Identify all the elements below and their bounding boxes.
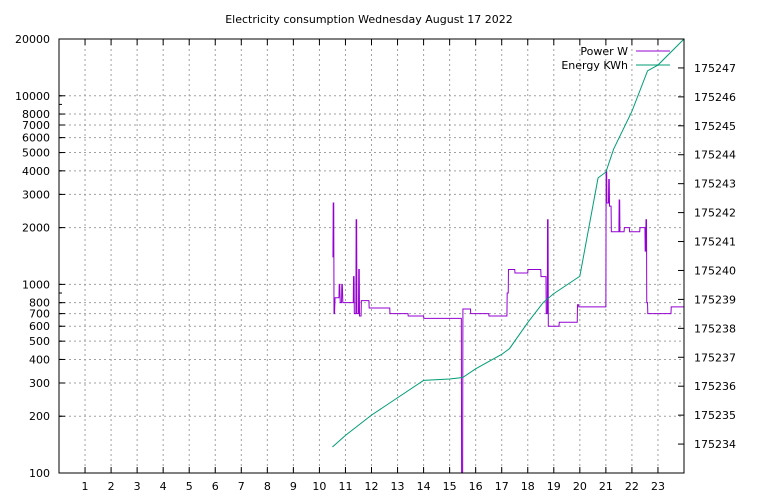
- y-right-tick-label: 175239: [694, 293, 736, 306]
- x-tick-label: 9: [290, 480, 297, 493]
- x-tick-label: 10: [312, 480, 326, 493]
- x-axis: 1 2 3 4 5 6 7 8 9 10 11 12 13 14 15 16 17 18 19 20 21 22 23: [82, 39, 665, 493]
- x-tick-label: 16: [469, 480, 483, 493]
- y-right-tick-label: 175241: [694, 236, 736, 249]
- y-left-tick-label: 800: [29, 297, 50, 310]
- y-left-tick-label: 600: [29, 320, 50, 333]
- y-left-tick-label: 3000: [22, 188, 50, 201]
- y-right-tick-label: 175244: [694, 149, 736, 162]
- legend-label-power: Power W: [580, 45, 628, 58]
- x-tick-label: 8: [264, 480, 271, 493]
- x-tick-label: 6: [212, 480, 219, 493]
- x-tick-label: 18: [521, 480, 535, 493]
- x-tick-label: 11: [338, 480, 352, 493]
- y-left-tick-label: 20000: [15, 33, 50, 46]
- y-right-tick-label: 175234: [694, 438, 736, 451]
- x-tick-label: 23: [651, 480, 665, 493]
- y-left-tick-label: 8000: [22, 108, 50, 121]
- y-right-tick-label: 175238: [694, 322, 736, 335]
- y-right-tick-label: 175235: [694, 409, 736, 422]
- y-left-tick-label: 10000: [15, 90, 50, 103]
- x-tick-label: 2: [108, 480, 115, 493]
- y-right-tick-label: 175236: [694, 380, 736, 393]
- y-left-tick-label: 500: [29, 335, 50, 348]
- x-tick-label: 3: [134, 480, 141, 493]
- x-tick-label: 20: [573, 480, 587, 493]
- y-right-tick-label: 175247: [694, 62, 736, 75]
- y-left-tick-label: 400: [29, 353, 50, 366]
- x-tick-label: 1: [82, 480, 89, 493]
- chart-title: Electricity consumption Wednesday August…: [225, 13, 513, 26]
- x-tick-label: 19: [547, 480, 561, 493]
- y-left-tick-label: 5000: [22, 147, 50, 160]
- y-right-tick-label: 175246: [694, 91, 736, 104]
- y-left-tick-label: 2000: [22, 222, 50, 235]
- grid: [59, 38, 684, 474]
- x-tick-label: 21: [599, 480, 613, 493]
- legend: Power W Energy KWh: [561, 45, 670, 72]
- power-series-line: [332, 170, 684, 473]
- legend-label-energy: Energy KWh: [561, 59, 628, 72]
- series-lines: [332, 39, 684, 473]
- x-tick-label: 17: [495, 480, 509, 493]
- x-tick-label: 4: [160, 480, 167, 493]
- y-left-tick-label: 1000: [22, 278, 50, 291]
- y-left-tick-label: 6000: [22, 132, 50, 145]
- y-left-tick-label: 300: [29, 377, 50, 390]
- x-tick-label: 13: [391, 480, 405, 493]
- x-tick-label: 7: [238, 480, 245, 493]
- y-right-tick-label: 175243: [694, 178, 736, 191]
- y-left-tick-label: 200: [29, 410, 50, 423]
- y-left-tick-label: 7000: [22, 119, 50, 132]
- energy-series-line: [332, 39, 684, 448]
- y-left-tick-label: 700: [29, 308, 50, 321]
- y-right-tick-label: 175240: [694, 264, 736, 277]
- right-axis: 175234 175235 175236 175237 175238 175239 1752…: [678, 62, 736, 451]
- x-tick-label: 5: [186, 480, 193, 493]
- y-left-tick-label: 100: [29, 467, 50, 480]
- x-tick-label: 14: [417, 480, 431, 493]
- y-left-tick-label: 4000: [22, 165, 50, 178]
- y-right-tick-label: 175242: [694, 207, 736, 220]
- x-tick-label: 22: [625, 480, 639, 493]
- y-right-tick-label: 175237: [694, 351, 736, 364]
- y-right-tick-label: 175245: [694, 120, 736, 133]
- x-tick-label: 15: [443, 480, 457, 493]
- x-tick-label: 12: [365, 480, 379, 493]
